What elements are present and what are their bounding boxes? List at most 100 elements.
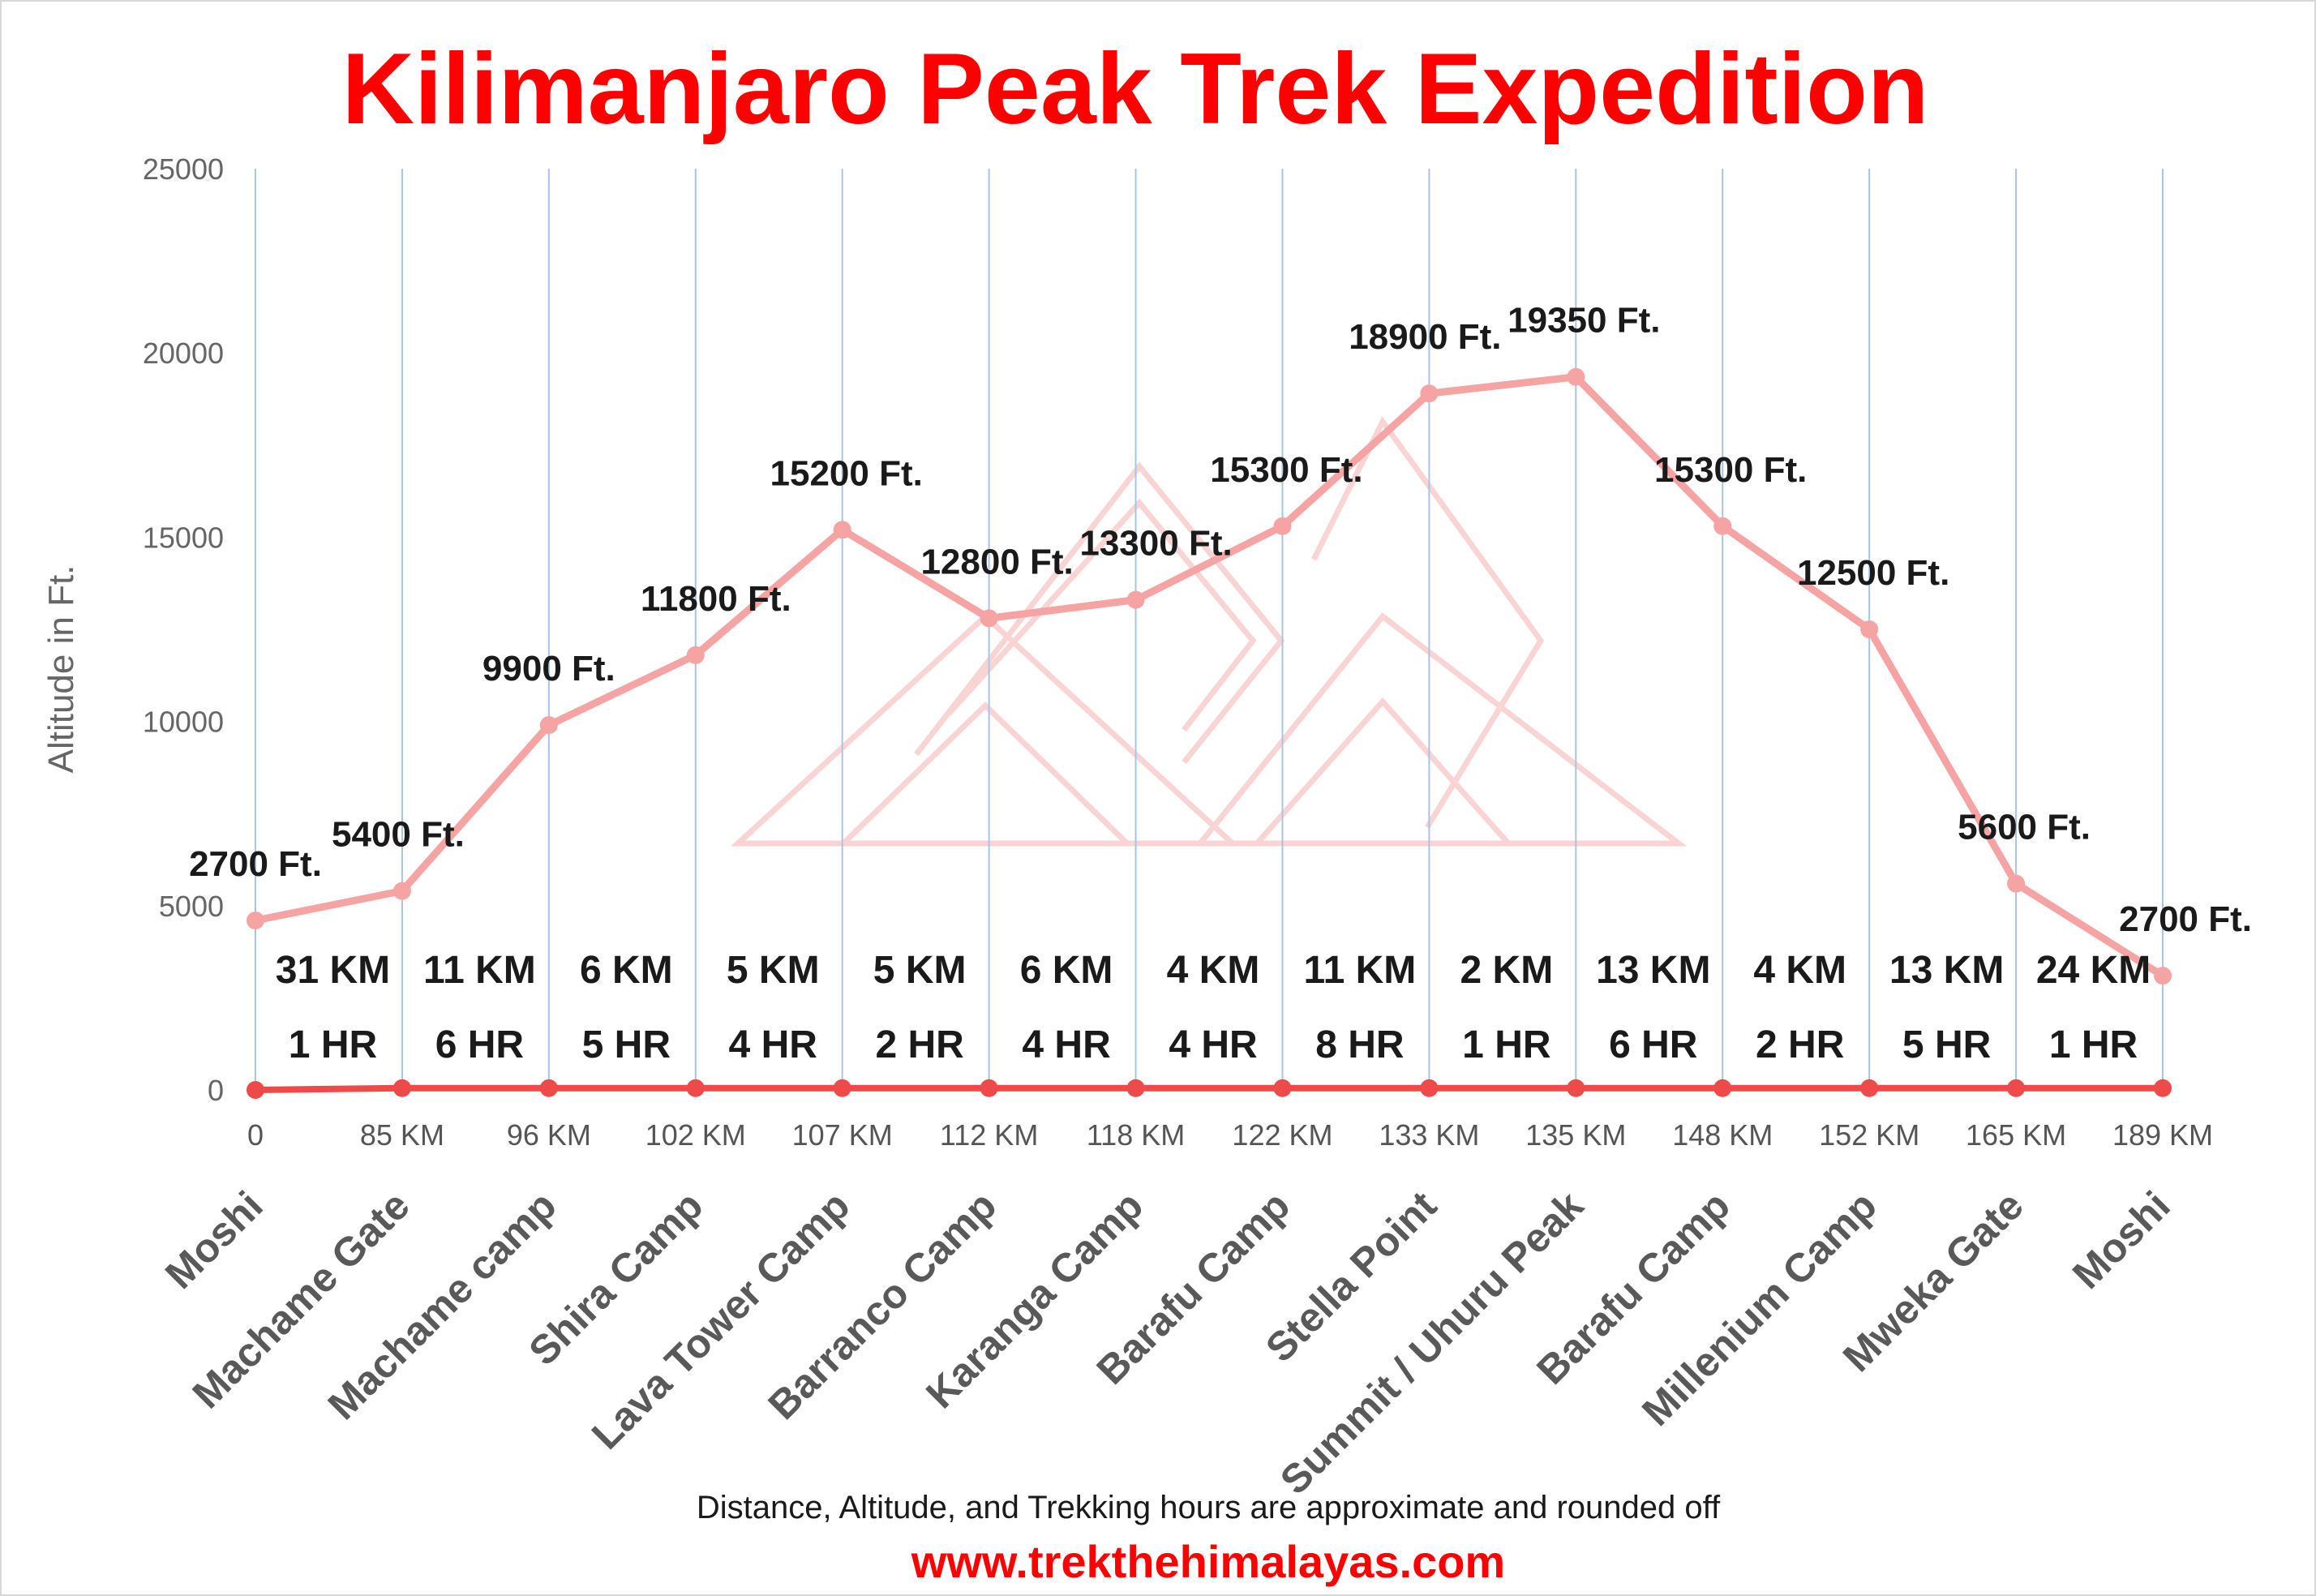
altitude-data-label: 15300 Ft. — [1654, 450, 1807, 490]
chart-title: Kilimanjaro Peak Trek Expedition — [341, 33, 1928, 145]
altitude-data-label: 11800 Ft. — [641, 579, 791, 619]
segment-distance-label: 5 KM — [873, 949, 967, 992]
altitude-data-label: 9900 Ft. — [482, 649, 615, 689]
baseline-point — [1713, 1079, 1732, 1097]
altitude-point — [833, 521, 851, 539]
segment-distance-label: 2 KM — [1460, 949, 1554, 992]
baseline-point — [980, 1079, 998, 1097]
segment-distance-label: 6 KM — [580, 949, 673, 992]
segment-hours-label: 1 HR — [1462, 1023, 1550, 1066]
baseline-line — [255, 1084, 2163, 1093]
camp-label: Moshi — [2064, 1182, 2179, 1298]
altitude-point — [2154, 967, 2172, 985]
baseline-point — [1860, 1079, 1879, 1097]
website-link[interactable]: www.trekthehimalayas.com — [911, 1536, 1505, 1587]
segment-hours-label: 4 HR — [1169, 1023, 1257, 1066]
segment-hours-label: 6 HR — [435, 1023, 524, 1066]
y-tick-label: 20000 — [143, 337, 224, 370]
altitude-point — [686, 646, 705, 664]
camp-label: Moshi — [157, 1182, 272, 1298]
km-tick-label: 85 KM — [360, 1118, 444, 1152]
altitude-data-label: 15200 Ft. — [770, 453, 923, 493]
segment-hours-label: 1 HR — [289, 1023, 377, 1066]
altitude-data-label: 2700 Ft. — [189, 844, 322, 884]
segment-hours-label: 5 HR — [582, 1023, 671, 1066]
km-tick-label: 148 KM — [1672, 1118, 1773, 1152]
segment-hours-label: 2 HR — [1756, 1023, 1844, 1066]
km-tick-label: 122 KM — [1232, 1118, 1332, 1152]
segment-distance-label: 11 KM — [423, 949, 536, 992]
km-tick-label: 165 KM — [1966, 1118, 2066, 1152]
altitude-point — [247, 911, 264, 929]
disclaimer-note: Distance, Altitude, and Trekking hours a… — [697, 1490, 1721, 1525]
segment-hours-label: 4 HR — [1022, 1023, 1110, 1066]
y-axis: 0 5000 10000 15000 20000 25000 — [143, 152, 224, 1107]
altitude-data-label: 19350 Ft. — [1508, 301, 1660, 341]
y-axis-label: Altitude in Ft. — [41, 565, 81, 774]
segment-hours-label: 4 HR — [729, 1023, 817, 1066]
km-tick-label: 96 KM — [507, 1118, 591, 1152]
altitude-data-label: 5400 Ft. — [332, 815, 465, 855]
km-tick-label: 112 KM — [940, 1118, 1038, 1152]
altitude-labels: 2700 Ft.5400 Ft.9900 Ft.11800 Ft.15200 F… — [189, 301, 2252, 939]
km-tick-label: 118 KM — [1087, 1118, 1185, 1152]
altitude-point — [980, 609, 998, 628]
baseline-point — [1567, 1079, 1585, 1097]
km-tick-label: 135 KM — [1525, 1118, 1626, 1152]
km-tick-label: 0 — [247, 1118, 264, 1152]
segment-hours-label: 1 HR — [2049, 1023, 2138, 1066]
km-tick-label: 102 KM — [645, 1118, 746, 1152]
altitude-data-label: 12500 Ft. — [1797, 553, 1949, 593]
segment-hours-label: 6 HR — [1609, 1023, 1697, 1066]
baseline-point — [686, 1079, 705, 1097]
segment-distance-label: 13 KM — [1889, 949, 2004, 992]
altitude-data-label: 15300 Ft. — [1210, 450, 1362, 490]
baseline-point — [1273, 1079, 1292, 1097]
altitude-point — [392, 882, 411, 900]
y-tick-label: 25000 — [143, 152, 224, 186]
km-tick-label: 152 KM — [1819, 1118, 1919, 1152]
altitude-point — [1420, 384, 1439, 403]
baseline-point — [833, 1079, 851, 1097]
y-tick-label: 5000 — [159, 890, 224, 923]
baseline-point — [392, 1079, 411, 1097]
segment-distance-label: 4 KM — [1167, 949, 1260, 992]
altitude-point — [1713, 517, 1732, 535]
segment-distance-label: 6 KM — [1020, 949, 1113, 992]
y-tick-label: 10000 — [143, 706, 224, 739]
segment-distance-label: 13 KM — [1596, 949, 1710, 992]
baseline-series — [247, 1079, 2172, 1099]
segment-distance-label: 5 KM — [727, 949, 820, 992]
altitude-line — [255, 373, 2165, 979]
altitude-point — [1126, 590, 1145, 609]
altitude-data-label: 18900 Ft. — [1349, 317, 1501, 357]
altitude-series — [247, 367, 2172, 985]
camp-label: Lava Tower Camp — [583, 1182, 859, 1458]
y-tick-label: 15000 — [143, 521, 224, 554]
baseline-point — [247, 1081, 264, 1099]
altitude-point — [1860, 620, 1879, 638]
segment-hours-label: 8 HR — [1315, 1023, 1404, 1066]
altitude-data-label: 12800 Ft. — [920, 542, 1073, 581]
baseline-point — [1126, 1079, 1145, 1097]
altitude-data-label: 2700 Ft. — [2119, 899, 2252, 939]
segment-hours-label: 5 HR — [1902, 1023, 1991, 1066]
segment-distance-label: 4 KM — [1753, 949, 1846, 992]
baseline-point — [2007, 1079, 2026, 1097]
y-tick-label: 0 — [208, 1074, 224, 1107]
segment-distance-label: 31 KM — [276, 949, 390, 992]
km-tick-label: 107 KM — [792, 1118, 893, 1152]
segment-hours-label: 2 HR — [875, 1023, 963, 1066]
km-tick-labels: 0 85 KM 96 KM 102 KM 107 KM 112 KM 118 KM 122 K… — [247, 1118, 2213, 1152]
altitude-point — [539, 716, 558, 735]
vertical-gridlines — [255, 169, 2164, 1090]
baseline-point — [2154, 1079, 2172, 1097]
segment-distance-label: 24 KM — [2036, 949, 2151, 992]
km-tick-label: 133 KM — [1379, 1118, 1479, 1152]
segment-distance-label: 11 KM — [1304, 949, 1417, 992]
segment-labels: 31 KM 11 KM 6 KM 5 KM 5 KM 6 KM 4 KM 11 KM 2 KM 1… — [276, 949, 2151, 1066]
altitude-point — [2007, 874, 2026, 893]
